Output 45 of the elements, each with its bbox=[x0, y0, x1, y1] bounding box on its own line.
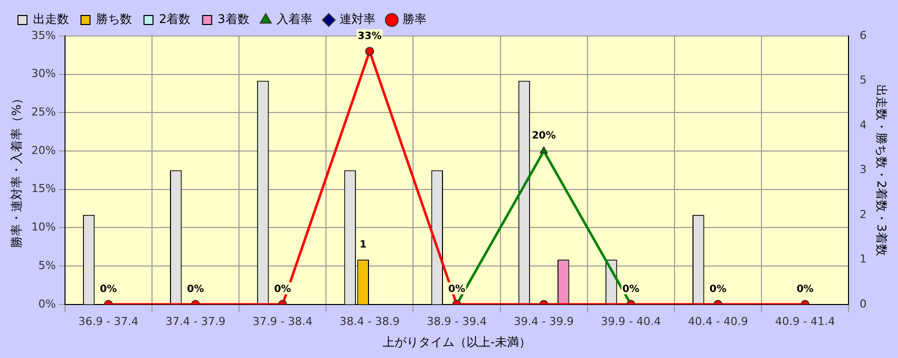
y-tick-label: 30% bbox=[31, 67, 56, 80]
y-tick-label: 15% bbox=[31, 182, 56, 196]
x-tick-label: 36.9 - 37.4 bbox=[78, 314, 138, 328]
y-tick-label: 10% bbox=[31, 220, 56, 234]
y2-tick-label: 2 bbox=[860, 208, 867, 221]
y2-tick-label: 5 bbox=[860, 74, 867, 87]
legend-label: 勝率 bbox=[402, 12, 426, 26]
x-tick-label: 40.9 - 41.4 bbox=[775, 314, 836, 328]
y2-axis-title: 出走数・勝ち数・2着数・3着数 bbox=[874, 84, 889, 256]
x-tick-label: 37.9 - 38.4 bbox=[252, 314, 313, 328]
legend-label: 勝ち数 bbox=[96, 12, 132, 26]
x-tick-label: 39.9 - 40.4 bbox=[600, 314, 661, 328]
data-label: 0% bbox=[100, 284, 117, 295]
y2-tick-label: 6 bbox=[860, 28, 867, 42]
data-label: 0% bbox=[622, 284, 640, 295]
y2-tick-label: 0 bbox=[860, 297, 867, 310]
x-tick-label: 38.9 - 39.4 bbox=[426, 314, 487, 328]
point bbox=[365, 46, 374, 56]
y-tick-label: 20% bbox=[31, 144, 56, 157]
y-axis-title: 勝率・連対率・入着率（%） bbox=[9, 92, 24, 248]
data-label: 1 bbox=[360, 239, 367, 250]
data-label: 0% bbox=[796, 284, 814, 295]
y2-tick-label: 1 bbox=[860, 252, 867, 266]
y2-tick-label: 3 bbox=[860, 163, 867, 176]
y-tick-label: 25% bbox=[31, 106, 56, 119]
x-axis-title: 上がりタイム（以上-未満） bbox=[382, 334, 531, 349]
data-label: 20% bbox=[532, 130, 556, 142]
legend-label: 2着数 bbox=[159, 12, 191, 26]
y-tick-label: 35% bbox=[31, 28, 56, 42]
x-tick-label: 40.4 - 40.9 bbox=[688, 314, 748, 328]
data-label: 33% bbox=[358, 30, 382, 42]
x-tick-label: 37.4 - 37.9 bbox=[166, 314, 226, 328]
y2-tick-label: 4 bbox=[860, 118, 867, 132]
data-label: 0% bbox=[709, 284, 726, 295]
y-tick-label: 5% bbox=[38, 258, 56, 272]
data-label: 0% bbox=[274, 284, 292, 295]
data-label: 0% bbox=[448, 284, 466, 295]
legend-label: 出走数 bbox=[33, 12, 69, 26]
x-tick-label: 38.4 - 38.9 bbox=[340, 314, 400, 328]
legend-label: 3着数 bbox=[218, 12, 250, 26]
legend-label: 入着率 bbox=[276, 12, 312, 26]
y-tick-label: 0% bbox=[38, 297, 56, 310]
x-tick-label: 39.4 - 39.9 bbox=[514, 314, 574, 328]
data-label: 0% bbox=[186, 284, 204, 295]
legend-label: 連対率 bbox=[339, 12, 376, 26]
